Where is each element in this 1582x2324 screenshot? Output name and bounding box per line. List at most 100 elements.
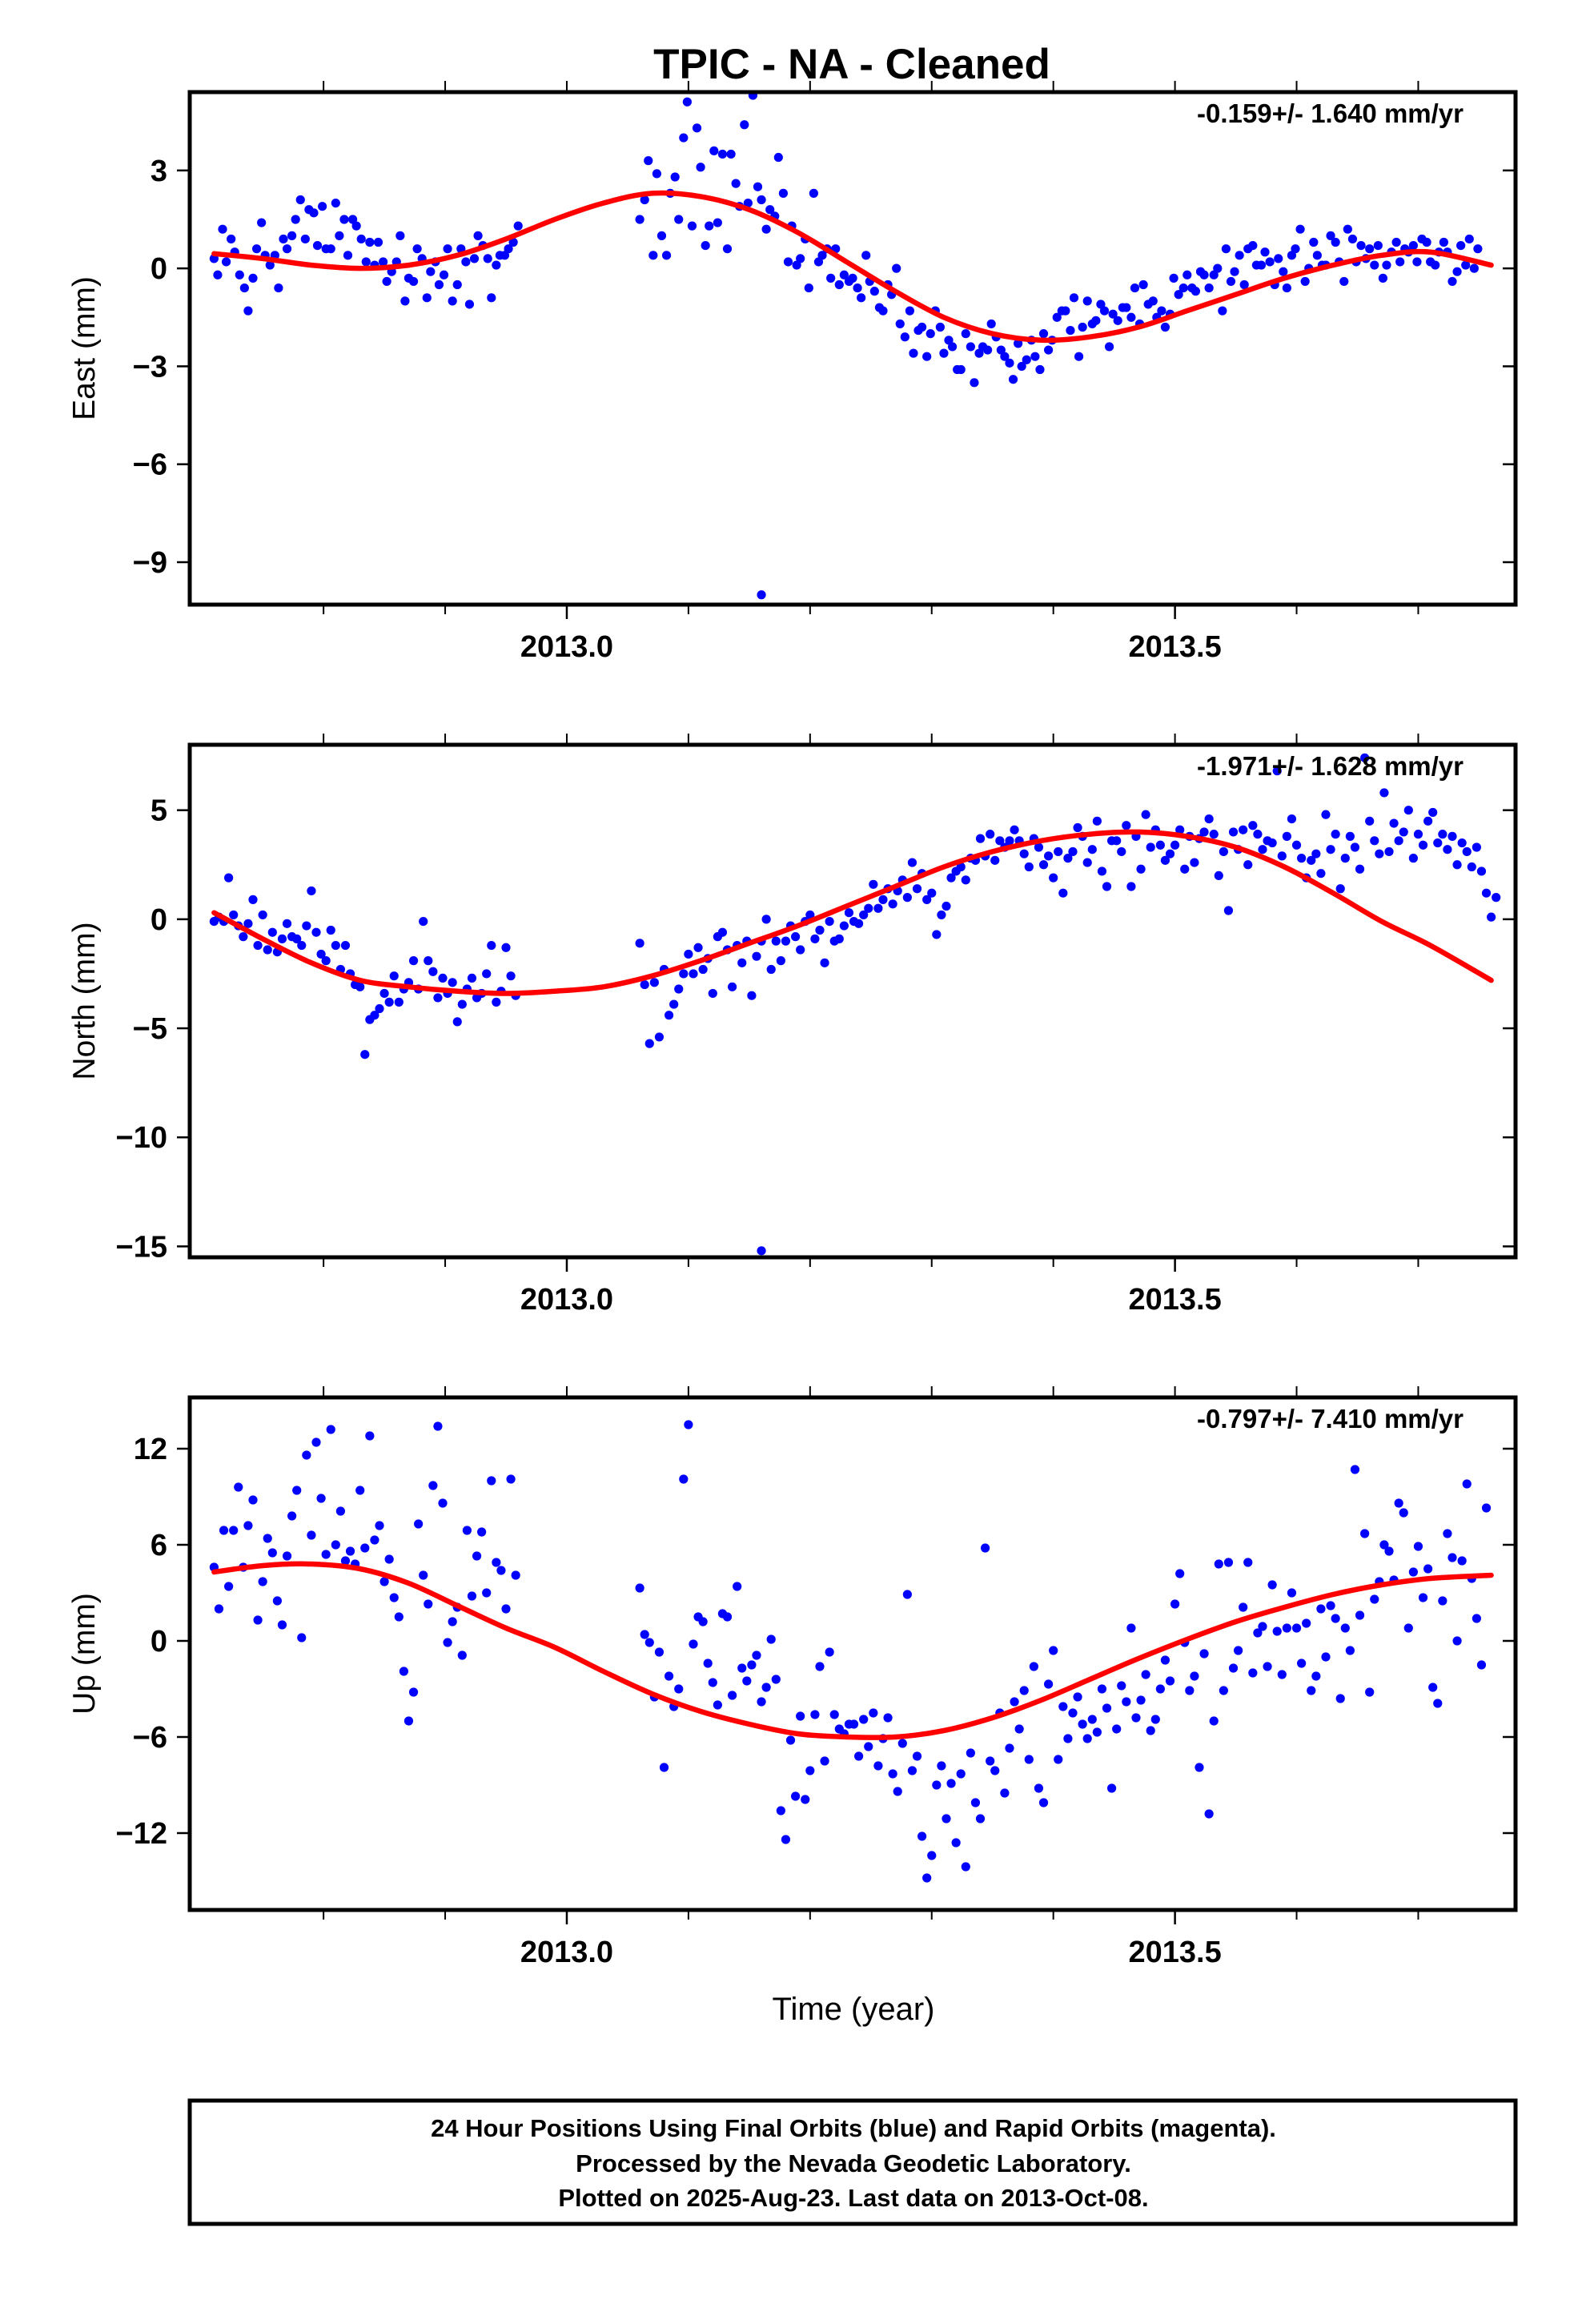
data-point	[1204, 1809, 1214, 1819]
data-point	[426, 267, 436, 276]
data-point	[664, 1011, 674, 1020]
data-point	[355, 1486, 365, 1495]
data-point	[1443, 845, 1452, 854]
data-point	[351, 221, 361, 231]
data-point	[243, 919, 253, 928]
data-point	[473, 231, 483, 240]
data-point	[234, 1482, 243, 1492]
data-point	[513, 221, 523, 231]
data-point	[267, 1548, 277, 1558]
x-tick-label: 2013.0	[520, 630, 613, 664]
data-point	[1335, 1694, 1345, 1703]
data-point	[1228, 827, 1239, 837]
data-point	[922, 1873, 932, 1883]
data-point	[340, 940, 351, 951]
data-point	[1473, 244, 1483, 254]
data-point	[1379, 1540, 1389, 1550]
data-point	[1174, 290, 1183, 300]
data-point	[1005, 1743, 1014, 1753]
data-point	[834, 934, 844, 943]
data-point	[1297, 854, 1307, 863]
data-point	[311, 1437, 321, 1447]
data-point	[1326, 1601, 1335, 1610]
data-point	[1024, 1755, 1034, 1764]
data-point	[501, 943, 511, 952]
data-point	[1099, 306, 1110, 316]
data-point	[307, 1530, 316, 1540]
data-point-outlier	[757, 590, 766, 600]
data-point	[981, 1543, 990, 1553]
data-point	[1487, 912, 1496, 922]
y-tick-label: 12	[134, 1433, 167, 1466]
data-point	[757, 1697, 766, 1707]
data-point	[291, 215, 300, 224]
data-point	[1399, 1508, 1408, 1518]
data-point	[942, 1814, 951, 1823]
data-point	[340, 1556, 351, 1566]
data-point	[649, 978, 659, 987]
data-point	[1399, 827, 1408, 837]
data-point	[1418, 1593, 1428, 1602]
data-point	[644, 1638, 654, 1647]
data-point	[1223, 906, 1234, 915]
data-point	[815, 1662, 825, 1671]
data-point	[766, 964, 776, 975]
data-point	[487, 1476, 496, 1486]
data-point	[375, 1521, 384, 1530]
data-point	[1433, 838, 1443, 848]
data-point	[722, 1612, 733, 1622]
data-point	[265, 260, 275, 270]
data-point	[990, 855, 1000, 865]
data-point	[654, 1032, 665, 1042]
data-point	[844, 908, 854, 918]
data-point	[379, 1577, 389, 1586]
data-point	[1447, 276, 1457, 287]
data-point	[944, 336, 954, 345]
data-point	[790, 932, 801, 942]
data-point	[1248, 1668, 1258, 1678]
data-point	[644, 1039, 654, 1048]
data-point	[287, 1511, 297, 1521]
data-point	[213, 270, 223, 279]
data-point	[482, 1588, 492, 1598]
data-point	[1309, 237, 1319, 247]
data-point	[511, 1570, 520, 1580]
y-tick-label: 5	[151, 794, 167, 828]
data-point	[263, 945, 272, 955]
data-point	[1439, 237, 1448, 247]
data-point	[221, 257, 231, 267]
data-point	[1024, 862, 1034, 872]
data-point	[1258, 1622, 1267, 1631]
data-point	[1102, 882, 1112, 891]
data-point	[1408, 854, 1418, 863]
data-point	[335, 231, 344, 240]
data-point	[912, 1751, 922, 1761]
data-point	[1058, 888, 1068, 898]
data-point	[752, 951, 761, 961]
data-point	[1260, 247, 1270, 257]
data-point	[1391, 237, 1401, 247]
data-point	[1092, 816, 1102, 826]
data-point	[817, 251, 827, 260]
data-point	[1230, 267, 1239, 276]
data-point	[773, 152, 783, 163]
data-point	[810, 934, 820, 943]
data-point	[664, 1671, 674, 1681]
data-point	[717, 149, 728, 159]
data-point	[1131, 1713, 1141, 1723]
data-point	[384, 1554, 394, 1564]
data-point	[1462, 1479, 1472, 1489]
data-point	[1213, 263, 1223, 273]
data-point	[508, 237, 518, 247]
panel-east: 2013.0 2013.5 3 0 −3 −6 −9 East (mm) -0.159+/- 1…	[67, 81, 1518, 664]
data-point	[766, 1634, 776, 1644]
data-point	[1052, 312, 1062, 322]
data-point	[1291, 244, 1300, 254]
data-point	[1302, 1618, 1311, 1628]
data-point	[922, 352, 932, 361]
data-point	[1044, 1679, 1054, 1689]
data-point	[961, 1862, 970, 1872]
data-point	[839, 921, 849, 931]
data-point	[726, 149, 736, 159]
data-point	[419, 1570, 428, 1580]
